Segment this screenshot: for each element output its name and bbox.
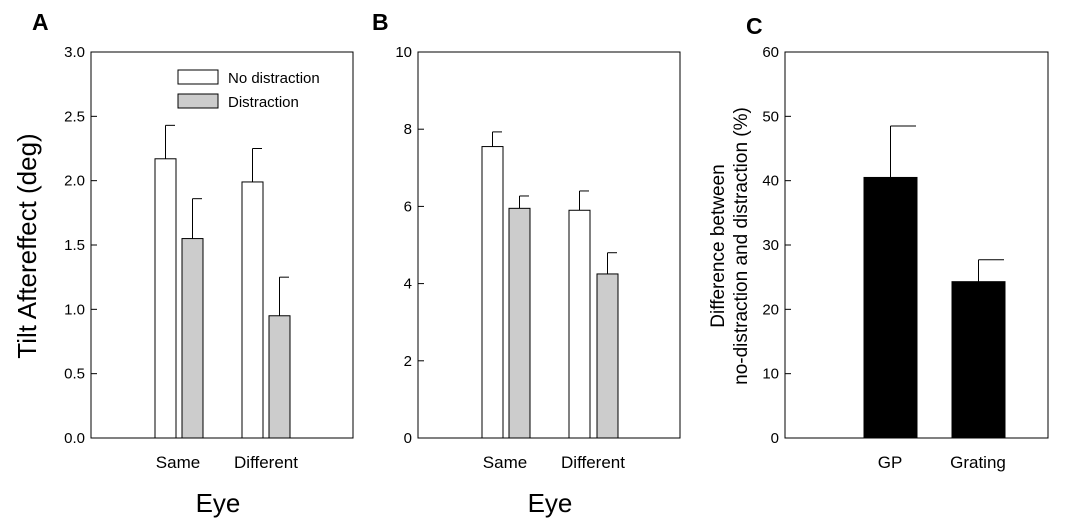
x-axis-title: Eye: [196, 488, 241, 518]
bar: [568, 209, 591, 439]
y-tick-label: 60: [762, 44, 779, 61]
bar: [268, 315, 291, 439]
plot-frame: [90, 51, 354, 439]
y-tick-label: 1.5: [64, 237, 85, 254]
x-tick-label: Same: [156, 453, 200, 472]
x-tick-label: Grating: [950, 453, 1006, 472]
panel-c: C 0 10 20 30 40 50 60 GP Grating Difference betwee…: [708, 13, 1049, 472]
bar: [951, 281, 1006, 439]
y-tick-label: 40: [762, 173, 779, 190]
x-tick-label: Different: [561, 453, 625, 472]
bar: [181, 238, 204, 439]
y-tick-label: 10: [762, 366, 779, 383]
y-axis-title-line: Tilt Aftereffect (deg): [12, 133, 42, 358]
x-tick-label: Same: [483, 453, 527, 472]
legend-swatch: [177, 93, 219, 109]
y-tick-label: 8: [404, 121, 412, 138]
plot-frame: [417, 51, 681, 439]
y-axis-title: Difference between no-distraction and dis…: [708, 107, 752, 385]
y-tick-label: 30: [762, 237, 779, 254]
y-tick-label: 10: [395, 44, 412, 61]
legend-label: Distraction: [228, 94, 299, 111]
y-tick-label: 0.5: [64, 366, 85, 383]
y-tick-label: 50: [762, 108, 779, 125]
x-tick-label: GP: [878, 453, 903, 472]
y-tick-label: 0: [404, 430, 412, 447]
x-axis-title: Eye: [528, 488, 573, 518]
bar: [481, 146, 504, 439]
y-tick-label: 3.0: [64, 44, 85, 61]
panel-b: B 0 2 4 6 8 10 Same Different Eye: [372, 9, 681, 518]
bar: [154, 158, 177, 439]
bar: [863, 176, 918, 439]
y-tick-label: 6: [404, 198, 412, 215]
y-axis-title: Tilt Aftereffect (deg): [12, 133, 42, 358]
bar: [241, 181, 264, 439]
y-axis-title-line: no-distraction and distraction (%): [731, 107, 752, 385]
y-tick-label: 1.0: [64, 301, 85, 318]
y-tick-label: 2: [404, 353, 412, 370]
y-tick-label: 0: [771, 430, 779, 447]
y-tick-label: 4: [404, 276, 412, 293]
legend-swatch: [177, 69, 219, 85]
panel-a: A 0.0 0.5 1.0 1.5 2.0 2.5 3.0 Same Different Tilt …: [12, 9, 354, 518]
y-tick-label: 2.5: [64, 108, 85, 125]
legend-label: No distraction: [228, 70, 320, 87]
bar: [596, 273, 619, 439]
bar: [508, 207, 531, 439]
panel-letter: B: [372, 9, 389, 35]
y-tick-label: 2.0: [64, 173, 85, 190]
legend: No distraction Distraction: [177, 69, 320, 111]
y-axis-title-line: Difference between: [708, 164, 729, 327]
x-tick-label: Different: [234, 453, 298, 472]
panel-letter: A: [32, 9, 49, 35]
y-tick-label: 20: [762, 301, 779, 318]
y-tick-label: 0.0: [64, 430, 85, 447]
panel-letter: C: [746, 13, 763, 39]
